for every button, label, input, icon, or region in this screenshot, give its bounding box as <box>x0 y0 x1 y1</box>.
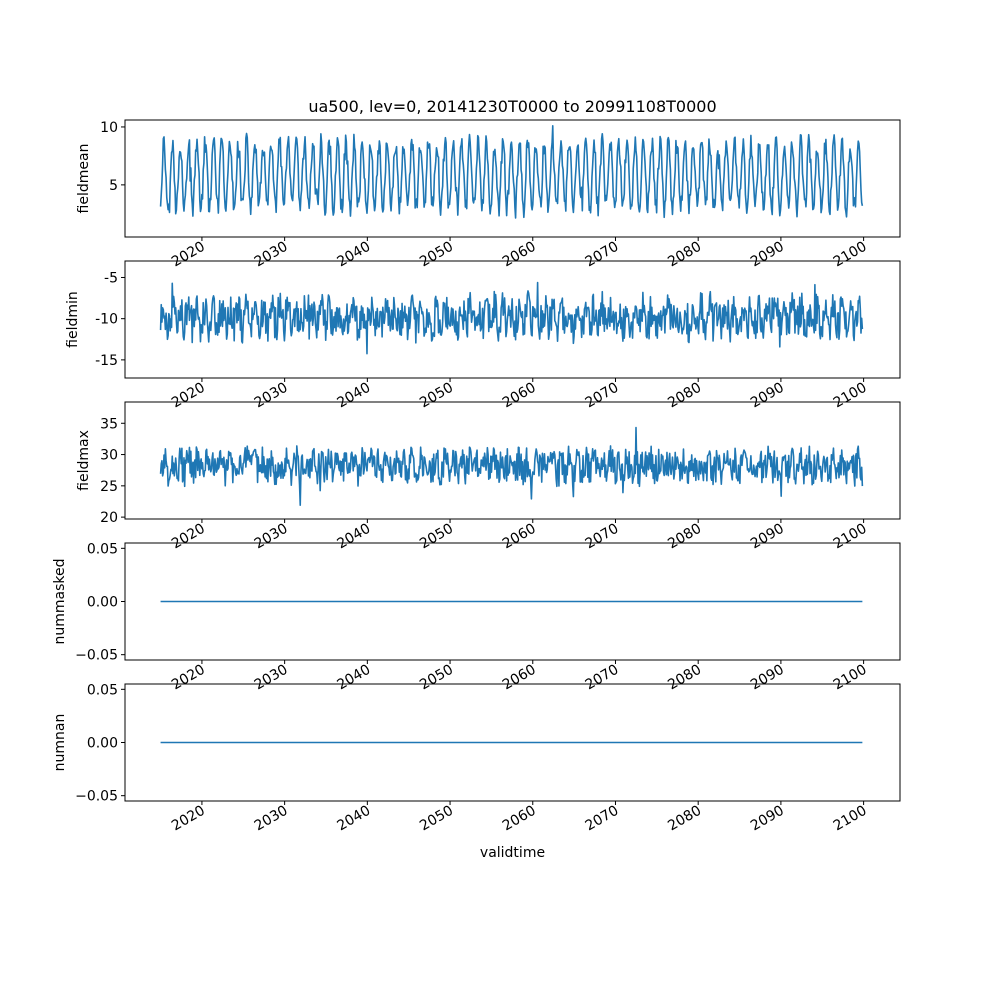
fieldmax-axes-frame <box>124 401 901 520</box>
fieldmin-y-axis-label: fieldmin <box>65 291 81 348</box>
fieldmean-axes-frame <box>124 119 901 238</box>
nummasked-y-axis-label: nummasked <box>52 558 68 644</box>
fieldmean-y-tick-label: 10 <box>100 120 118 136</box>
nummasked-y-tick-label: −0.05 <box>75 648 118 664</box>
fieldmax-y-tick-label: 30 <box>100 448 118 464</box>
fieldmax-series-line <box>159 426 864 506</box>
nummasked-y-tick-label: 0.05 <box>87 541 118 557</box>
x-axis-label: validtime <box>480 845 545 861</box>
fieldmin-y-tick-label: -5 <box>104 270 118 286</box>
chart-title: ua500, lev=0, 20141230T0000 to 20991108T… <box>308 97 716 116</box>
fieldmin-y-tick-label: -15 <box>95 353 118 369</box>
fieldmean-y-tick-label: 5 <box>109 178 118 194</box>
numnan-y-tick-label: 0.05 <box>87 682 118 698</box>
fieldmean-y-axis-label: fieldmean <box>76 144 92 214</box>
fieldmax-y-tick-label: 20 <box>100 510 118 526</box>
fieldmax-y-tick-label: 25 <box>100 479 118 495</box>
fieldmin-y-tick-label: -10 <box>95 312 118 328</box>
fieldmin-axes-frame <box>124 260 901 379</box>
nummasked-y-tick-label: 0.00 <box>87 595 118 611</box>
fieldmax-y-tick-label: 35 <box>100 416 118 432</box>
fieldmean-series-line <box>159 124 864 219</box>
numnan-y-tick-label: −0.05 <box>75 789 118 805</box>
fieldmax-y-axis-label: fieldmax <box>76 430 92 491</box>
numnan-y-axis-label: numnan <box>52 714 68 772</box>
fieldmin-series-line <box>159 281 864 355</box>
numnan-y-tick-label: 0.00 <box>87 736 118 752</box>
